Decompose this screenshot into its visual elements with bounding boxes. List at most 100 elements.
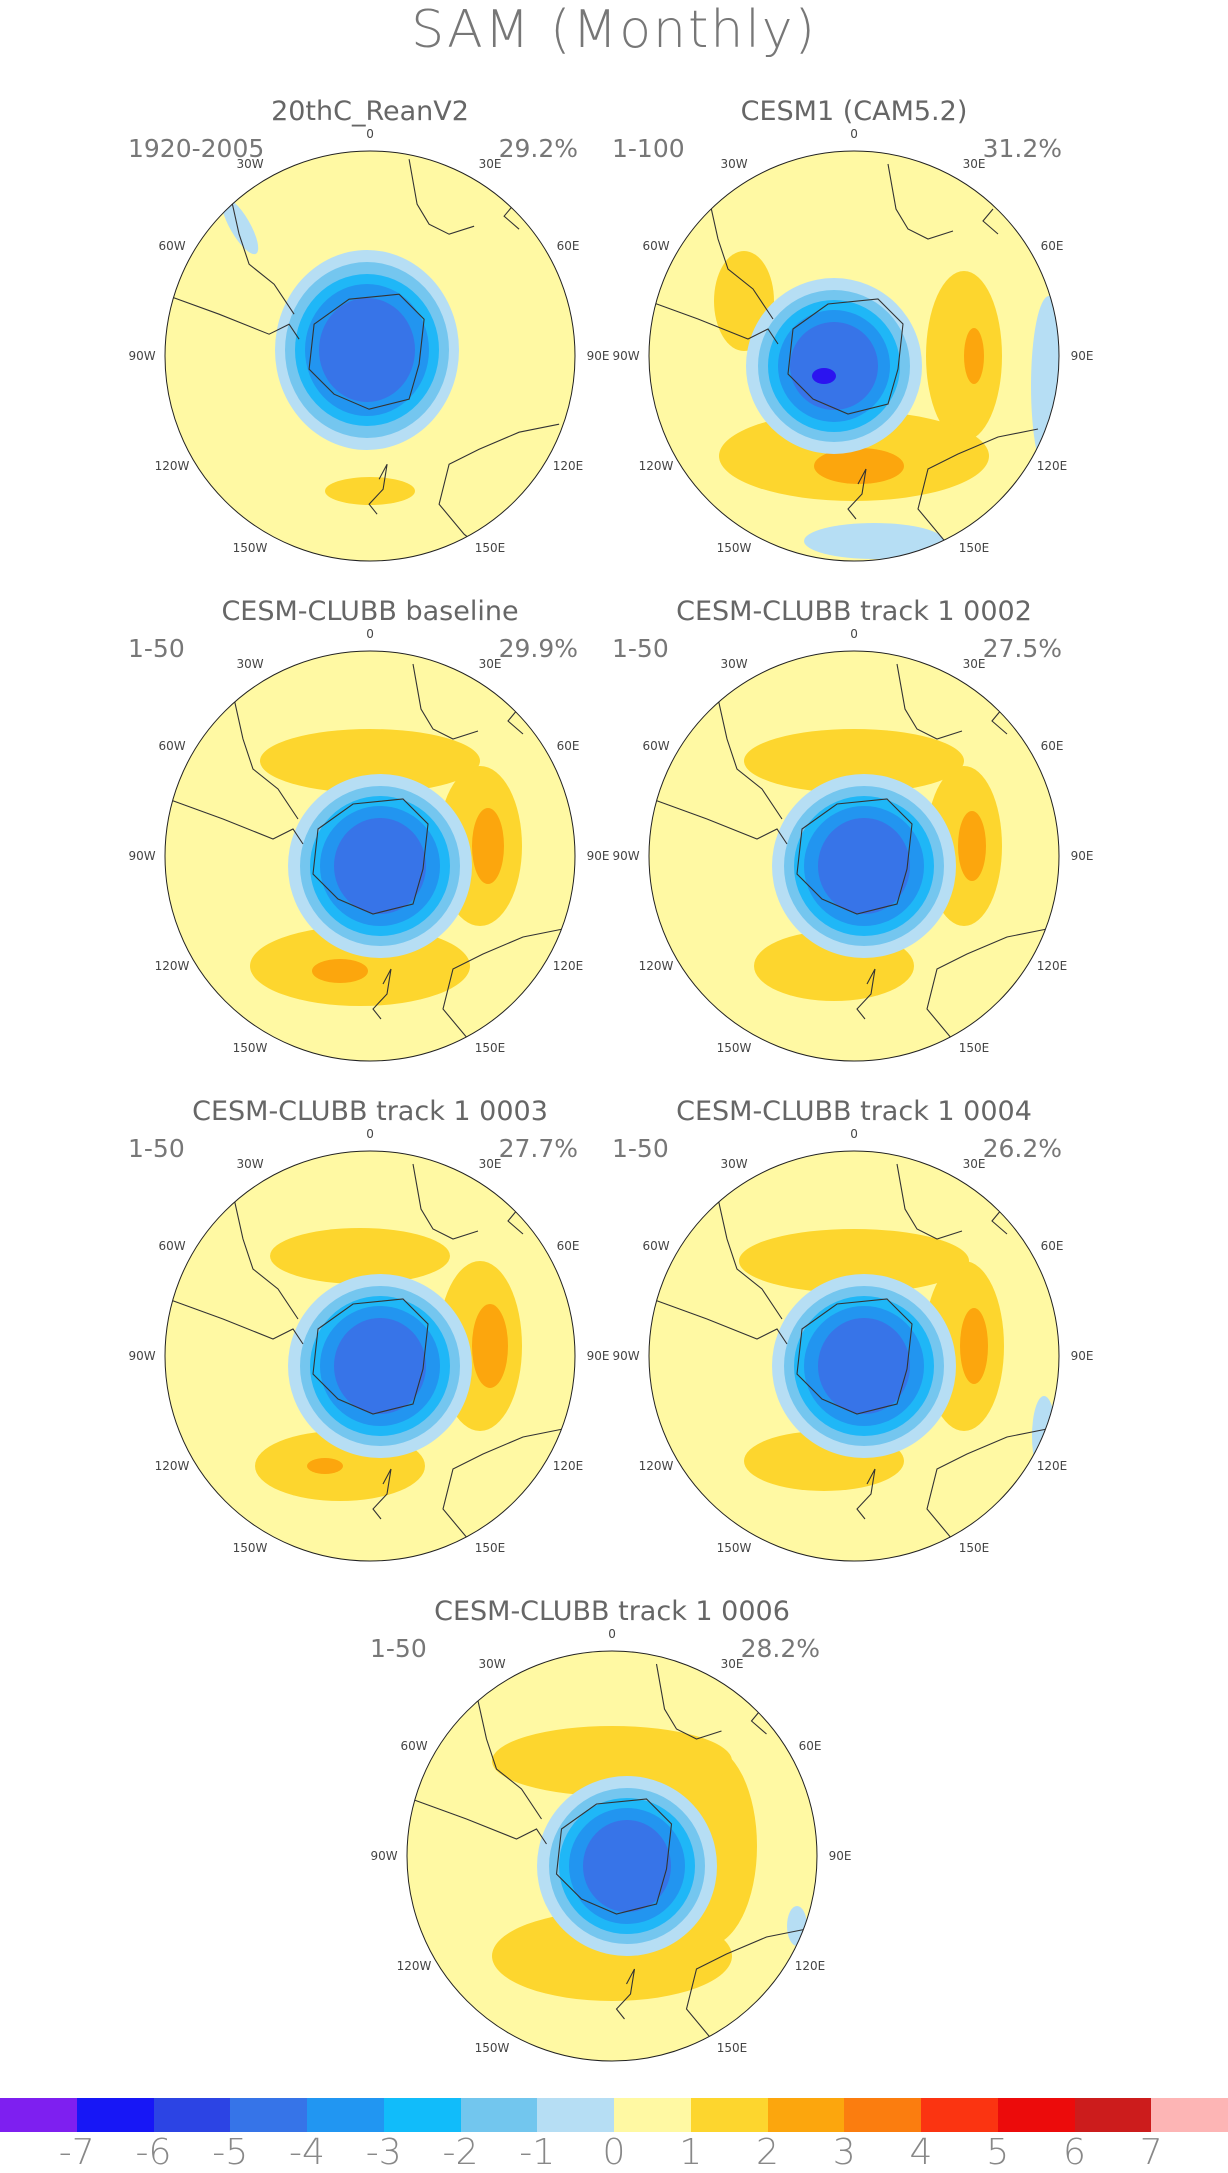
anomaly-minus7 bbox=[812, 368, 836, 384]
map-panel-clubb-track1-0006: 030E60E90E120E150E180150W120W90W60W30W C… bbox=[362, 1596, 862, 2066]
longitude-label: 120W bbox=[155, 959, 190, 973]
longitude-label: 60E bbox=[1041, 1239, 1064, 1253]
longitude-label: 150W bbox=[233, 1041, 268, 1055]
panel-variance: 29.2% bbox=[498, 134, 578, 163]
longitude-label: 90E bbox=[587, 349, 610, 363]
longitude-label: 30W bbox=[720, 1157, 747, 1171]
longitude-label: 120E bbox=[795, 1959, 826, 1973]
longitude-label: 120E bbox=[1037, 959, 1068, 973]
longitude-label: 30E bbox=[963, 157, 986, 171]
colorbar-swatch bbox=[0, 2098, 78, 2132]
longitude-label: 150W bbox=[233, 541, 268, 555]
longitude-label: 30W bbox=[720, 157, 747, 171]
longitude-label: 150E bbox=[959, 541, 990, 555]
new-zealand-coast bbox=[847, 468, 867, 520]
antarctica-coast bbox=[308, 293, 425, 410]
polar-map: 030E60E90E120E150E180150W120W90W60W30W bbox=[128, 627, 610, 1062]
south-america-coast bbox=[167, 1298, 304, 1345]
map-clip-group bbox=[649, 651, 1059, 1061]
south-america-coast bbox=[649, 298, 779, 345]
panel-title: CESM-CLUBB track 1 0003 bbox=[192, 1096, 548, 1127]
longitude-label: 60E bbox=[557, 739, 580, 753]
longitude-label: 120W bbox=[639, 459, 674, 473]
longitude-label: 120W bbox=[639, 1459, 674, 1473]
anomaly-minus5 bbox=[583, 1820, 671, 1912]
map-panel-20thc-reanv2: 030E60E90E120E150E180150W120W90W60W30W 2… bbox=[120, 96, 620, 566]
longitude-label: 60W bbox=[158, 739, 185, 753]
longitude-label: 150E bbox=[475, 1041, 506, 1055]
australia-coast bbox=[438, 423, 560, 555]
colorbar-swatch bbox=[153, 2098, 231, 2132]
positive-anomaly-north bbox=[260, 729, 480, 793]
longitude-label: 60W bbox=[642, 1239, 669, 1253]
map-panel-clubb-track1-0003: 030E60E90E120E150E180150W120W90W60W30W C… bbox=[120, 1096, 620, 1566]
colorbar-swatch bbox=[537, 2098, 615, 2132]
map-layers: 030E60E90E120E150E180150W120W90W60W30W bbox=[128, 627, 610, 1062]
colorbar-swatch bbox=[1151, 2098, 1228, 2132]
panel-years: 1920-2005 bbox=[128, 134, 265, 163]
positive-anomaly-south bbox=[325, 477, 415, 505]
longitude-label: 120E bbox=[553, 459, 584, 473]
colorbar-tick-label: 7 bbox=[1139, 2132, 1163, 2173]
panel-title: CESM-CLUBB track 1 0002 bbox=[676, 596, 1032, 627]
longitude-label: 120E bbox=[1037, 459, 1068, 473]
colorbar-tick-label: -5 bbox=[212, 2132, 249, 2173]
figure-title: SAM (Monthly) bbox=[411, 0, 817, 60]
panel-variance: 26.2% bbox=[982, 1134, 1062, 1163]
positive-anomaly-core bbox=[472, 1304, 508, 1388]
longitude-label: 30W bbox=[236, 157, 263, 171]
map-clip-group bbox=[407, 1651, 817, 2061]
positive-anomaly-north bbox=[492, 1726, 732, 1796]
map-panel-clubb-baseline: 030E60E90E120E150E180150W120W90W60W30W C… bbox=[120, 596, 620, 1066]
longitude-label: 0 bbox=[366, 127, 374, 141]
longitude-label: 90E bbox=[587, 1349, 610, 1363]
africa-coast bbox=[896, 1163, 963, 1240]
longitude-label: 60E bbox=[557, 1239, 580, 1253]
longitude-label: 30E bbox=[479, 157, 502, 171]
madagascar-coast bbox=[991, 1208, 1008, 1235]
south-america-coast bbox=[167, 798, 304, 845]
polar-map: 030E60E90E120E150E180150W120W90W60W30W bbox=[128, 1127, 610, 1562]
map-border bbox=[648, 650, 1060, 1062]
longitude-label: 30W bbox=[478, 1657, 505, 1671]
new-zealand-coast bbox=[615, 1968, 636, 2020]
panel-title: CESM1 (CAM5.2) bbox=[740, 96, 968, 127]
map-panel-cesm1: 030E60E90E120E150E180150W120W90W60W30W C… bbox=[604, 96, 1104, 566]
map-layers: 030E60E90E120E150E180150W120W90W60W30W bbox=[128, 1127, 610, 1562]
longitude-label: 30W bbox=[236, 657, 263, 671]
colorbar-tick-label: -4 bbox=[289, 2132, 325, 2173]
panel-title: CESM-CLUBB baseline bbox=[221, 596, 519, 627]
panel-variance: 31.2% bbox=[982, 134, 1062, 163]
longitude-label: 150E bbox=[475, 541, 506, 555]
panel-variance: 27.5% bbox=[982, 634, 1062, 663]
africa-coast bbox=[408, 159, 475, 235]
longitude-label: 90W bbox=[128, 1349, 155, 1363]
longitude-label: 150E bbox=[959, 1041, 990, 1055]
longitude-label: 0 bbox=[850, 627, 858, 641]
polar-map: 030E60E90E120E150E180150W120W90W60W30W bbox=[612, 627, 1093, 1062]
new-zealand-coast bbox=[856, 1468, 876, 1520]
panel-variance: 29.9% bbox=[498, 634, 578, 663]
longitude-label: 60E bbox=[1041, 239, 1064, 253]
longitude-label: 150E bbox=[717, 2041, 748, 2055]
africa-coast bbox=[655, 1663, 722, 1740]
longitude-label: 60E bbox=[557, 239, 580, 253]
longitude-label: 30W bbox=[720, 657, 747, 671]
map-layers: 030E60E90E120E150E180150W120W90W60W30W bbox=[370, 1627, 851, 2062]
colorbar-tick-label: 5 bbox=[986, 2132, 1010, 2173]
colorbar-tick-label: 0 bbox=[602, 2132, 626, 2173]
colorbar-tick-label: -6 bbox=[135, 2132, 172, 2173]
longitude-label: 90W bbox=[128, 349, 155, 363]
map-border bbox=[164, 1150, 576, 1562]
longitude-label: 120E bbox=[553, 1459, 584, 1473]
map-clip-group bbox=[649, 151, 1059, 561]
longitude-label: 60W bbox=[158, 239, 185, 253]
panel-years: 1-50 bbox=[128, 634, 185, 663]
longitude-label: 0 bbox=[366, 1127, 374, 1141]
antarctica-coast bbox=[312, 798, 429, 915]
map-layers: 030E60E90E120E150E180150W120W90W60W30W bbox=[612, 1127, 1093, 1562]
panel-title: 20thC_ReanV2 bbox=[271, 96, 469, 127]
map-border bbox=[648, 150, 1060, 562]
positive-anomaly-north bbox=[739, 1229, 969, 1293]
longitude-label: 90E bbox=[587, 849, 610, 863]
